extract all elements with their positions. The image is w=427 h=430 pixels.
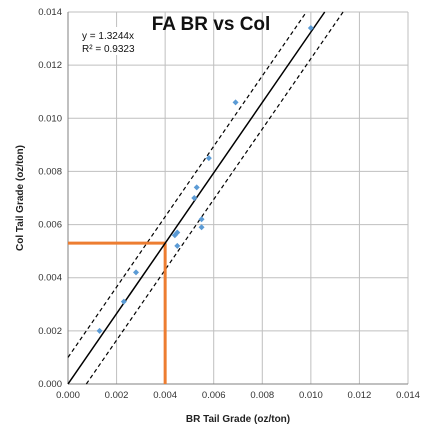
y-tick-label: 0.006 [38,220,62,231]
x-tick-label: 0.000 [56,390,80,401]
y-tick-label: 0.014 [38,7,62,18]
reference-lines [68,241,167,384]
data-point [205,155,212,162]
x-tick-label: 0.010 [299,390,323,401]
lower-confidence-line [85,11,344,385]
x-tick-label: 0.004 [153,390,177,401]
r-squared-label: R² = 0.9323 [82,44,135,55]
data-point [133,269,139,276]
y-tick-label: 0.008 [38,166,62,177]
y-tick-label: 0.000 [38,379,62,390]
confidence-band [67,11,344,385]
data-point [174,242,181,249]
data-point [193,184,200,191]
x-tick-label: 0.006 [202,390,226,401]
data-point [120,298,127,305]
chart-title: FA BR vs Col [152,14,271,35]
data-point [307,24,314,31]
data-point [198,224,205,231]
y-tick-label: 0.012 [38,60,62,71]
data-point [174,229,181,236]
data-point [96,327,103,334]
x-tick-label: 0.002 [105,390,129,401]
gridlines [68,11,409,384]
trendline-equation: y = 1.3244x [82,31,134,42]
y-tick-label: 0.004 [38,273,62,284]
data-points [96,24,314,334]
equation-box [78,27,144,55]
x-axis-title: BR Tail Grade (oz/ton) [186,414,290,425]
y-axis-title: Col Tail Grade (oz/ton) [15,145,26,251]
data-point [191,195,198,201]
x-tick-label: 0.014 [396,390,420,401]
data-point [198,216,205,223]
axes [67,12,408,385]
x-tick-label: 0.012 [348,390,372,401]
y-tick-label: 0.002 [38,326,62,337]
x-tick-label: 0.008 [250,390,274,401]
tick-labels: 0.000 0.002 0.004 0.006 0.008 0.010 0.012 0.014… [38,7,420,401]
data-point [232,99,239,106]
y-tick-label: 0.010 [38,113,62,124]
